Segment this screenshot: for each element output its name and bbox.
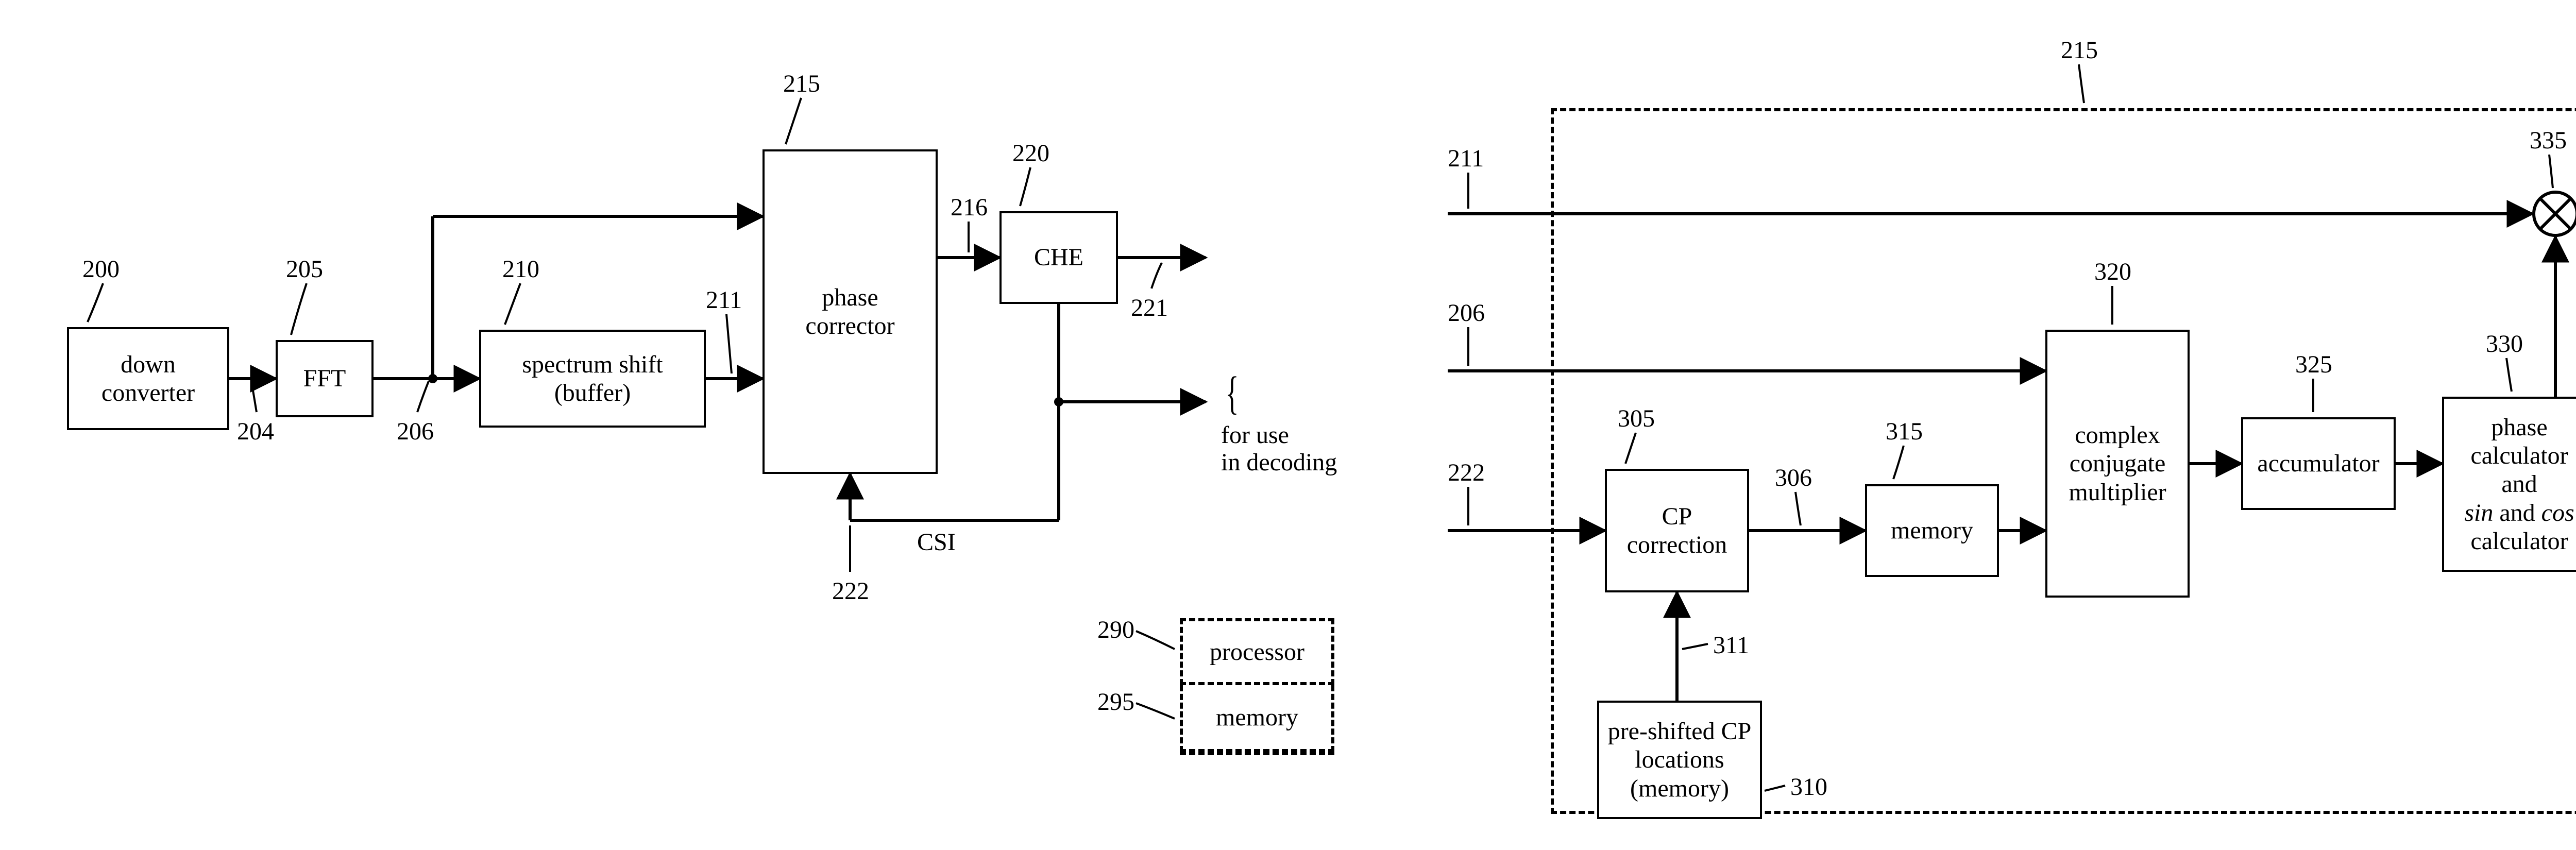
block-complex-conjugate-multiplier: complexconjugatemultiplier	[2045, 330, 2190, 598]
ref-295: 295	[1097, 688, 1134, 716]
block-cp-correction: CPcorrection	[1605, 469, 1749, 592]
ref-206: 206	[397, 417, 434, 446]
block-label: phasecorrector	[805, 283, 894, 340]
block-label: complexconjugatemultiplier	[2069, 421, 2166, 506]
ref-216-left: 216	[951, 193, 988, 222]
ref-222-left: 222	[832, 577, 869, 605]
block-label: memory	[1891, 516, 1973, 545]
block-label: memory	[1216, 703, 1298, 732]
block-label: FFT	[303, 364, 346, 393]
block-label: pre-shifted CPlocations(memory)	[1608, 717, 1752, 803]
block-label: downconverter	[101, 350, 195, 407]
ref-205: 205	[286, 255, 323, 283]
block-phase-corrector: phasecorrector	[762, 149, 938, 474]
ref-221: 221	[1131, 294, 1168, 322]
ref-320: 320	[2094, 258, 2131, 286]
ref-211-right: 211	[1448, 144, 1484, 173]
block-down-converter: downconverter	[67, 327, 229, 430]
ref-306: 306	[1775, 464, 1812, 492]
ref-215-left: 215	[783, 70, 820, 98]
block-label: CPcorrection	[1627, 502, 1727, 559]
block-spectrum-shift: spectrum shift(buffer)	[479, 330, 706, 428]
block-accumulator: accumulator	[2241, 417, 2396, 510]
ref-325: 325	[2295, 350, 2332, 379]
block-label: CHE	[1034, 243, 1083, 271]
ref-335: 335	[2530, 126, 2567, 155]
junction-dot	[428, 374, 437, 383]
ref-315: 315	[1886, 417, 1923, 446]
ref-200: 200	[82, 255, 120, 283]
ref-330: 330	[2486, 330, 2523, 358]
block-label: processor	[1210, 638, 1304, 666]
block-memory-right: memory	[1865, 484, 1999, 577]
ref-311: 311	[1713, 631, 1749, 659]
label-for-decoding: { for usein decoding	[1221, 371, 1355, 477]
block-preshifted-cp: pre-shifted CPlocations(memory)	[1597, 701, 1762, 819]
block-label: accumulator	[2257, 449, 2379, 478]
block-che: CHE	[999, 211, 1118, 304]
block-label: spectrum shift(buffer)	[522, 350, 663, 407]
ref-215-right: 215	[2061, 36, 2098, 64]
block-processor: processor	[1180, 618, 1334, 685]
ref-310: 310	[1790, 773, 1827, 801]
ref-211-left: 211	[706, 286, 742, 314]
block-label: phasecalculatorandsin and coscalculator	[2464, 413, 2574, 555]
ref-222-right: 222	[1448, 458, 1485, 487]
divider-dash	[1180, 752, 1334, 755]
junction-dot-2	[1054, 397, 1063, 406]
ref-290: 290	[1097, 616, 1134, 644]
label-csi: CSI	[917, 528, 956, 556]
ref-204: 204	[237, 417, 274, 446]
ref-210: 210	[502, 255, 539, 283]
block-phase-calculator: phasecalculatorandsin and coscalculator	[2442, 397, 2576, 572]
multiplier-icon	[2532, 191, 2576, 237]
ref-206-right: 206	[1448, 299, 1485, 327]
block-fft: FFT	[276, 340, 374, 417]
ref-220: 220	[1012, 139, 1049, 167]
block-memory-left: memory	[1180, 685, 1334, 752]
ref-305: 305	[1618, 404, 1655, 433]
